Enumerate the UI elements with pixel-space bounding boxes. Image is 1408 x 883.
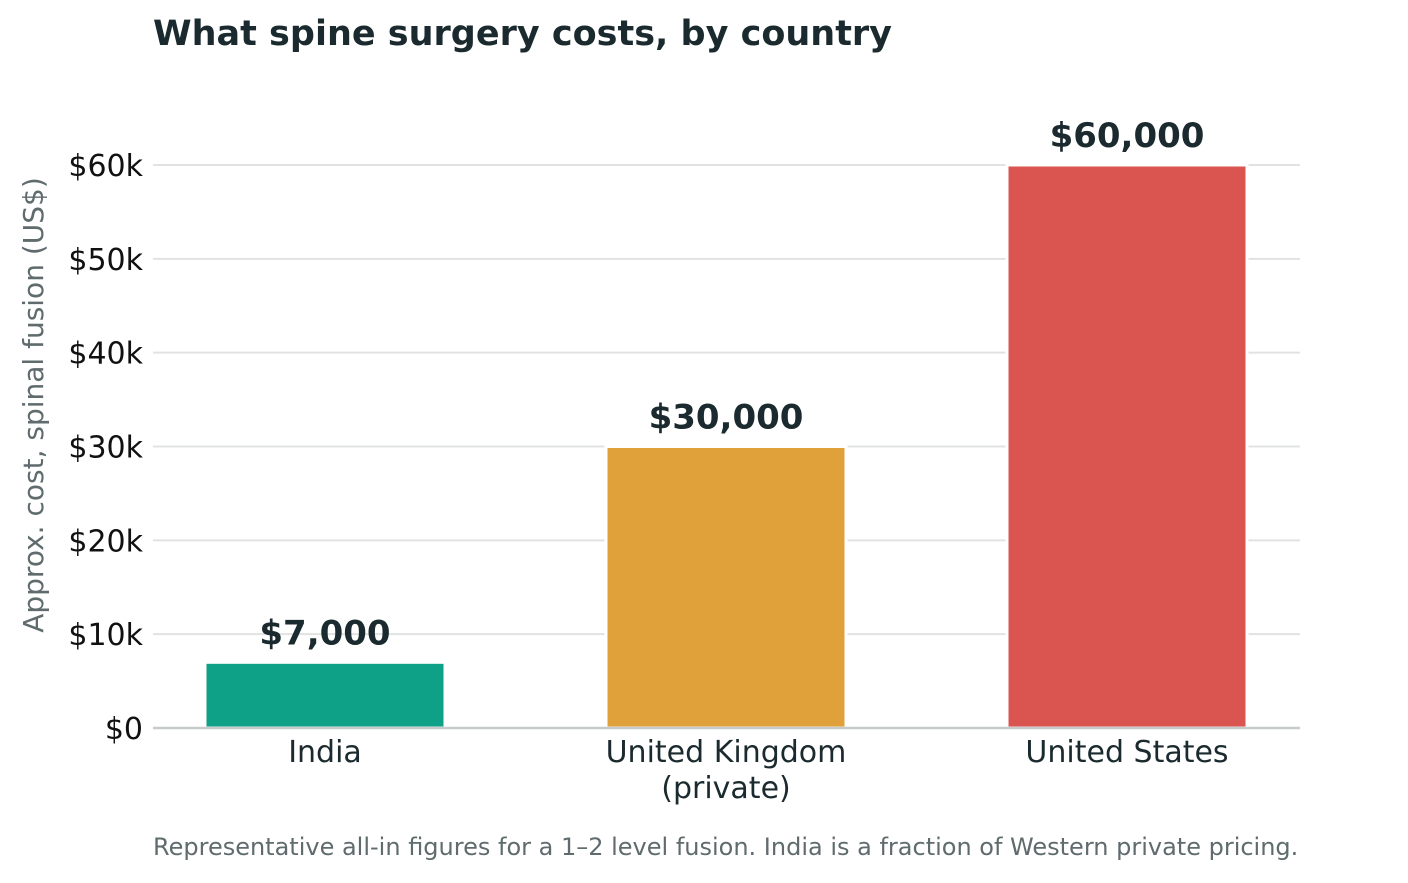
x-tick-label: United Kingdom	[606, 735, 847, 770]
y-tick-label: $50k	[68, 243, 143, 278]
labels: $0 $10k $20k $30k $40k $50k $60k $7,000 India $30…	[68, 116, 1228, 806]
bar	[604, 445, 848, 730]
x-tick-label: India	[288, 735, 362, 770]
bar	[203, 660, 447, 730]
bar-value-label: $60,000	[1050, 116, 1205, 156]
y-tick-label: $0	[105, 712, 143, 747]
chart-title: What spine surgery costs, by country	[153, 14, 892, 54]
bar-value-label: $7,000	[259, 613, 390, 653]
y-tick-label: $30k	[68, 431, 143, 466]
chart-footnote: Representative all-in figures for a 1–2 …	[153, 833, 1299, 861]
y-tick-label: $60k	[68, 149, 143, 184]
x-tick-label: (private)	[661, 771, 790, 806]
bar-value-label: $30,000	[649, 398, 804, 438]
bars	[203, 163, 1249, 730]
y-axis-title: Approx. cost, spinal fusion (US$)	[17, 177, 50, 633]
y-tick-label: $20k	[68, 524, 143, 559]
y-tick-label: $10k	[68, 618, 143, 653]
bar	[1005, 163, 1249, 730]
x-tick-label: United States	[1025, 735, 1228, 770]
y-tick-label: $40k	[68, 337, 143, 372]
